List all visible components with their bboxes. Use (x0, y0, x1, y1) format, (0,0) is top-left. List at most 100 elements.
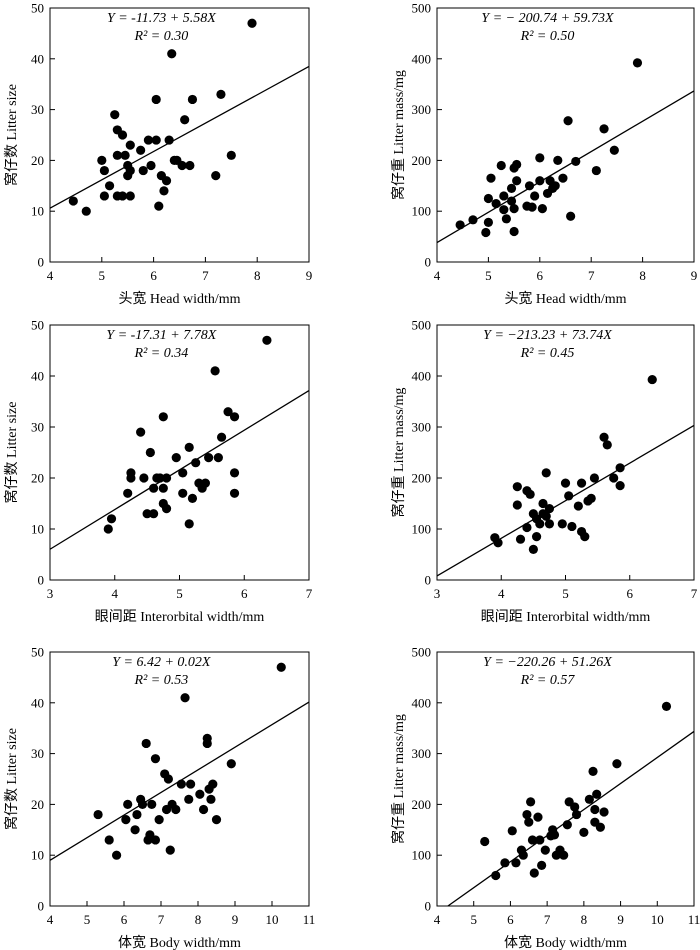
data-point (229, 488, 240, 498)
data-point (180, 693, 190, 703)
y-tick-label: 50 (31, 1, 44, 16)
x-tick-label: 9 (691, 268, 698, 283)
data-point (151, 94, 161, 105)
data-point (198, 804, 209, 815)
plot-frame (436, 651, 695, 907)
x-tick-label: 3 (47, 586, 54, 601)
data-point (117, 191, 128, 201)
data-point (580, 532, 590, 542)
y-axis-label: 窝仔数 Litter size (3, 402, 20, 504)
data-point (564, 491, 574, 501)
data-point (588, 766, 598, 776)
regression-equation: Y = -17.31 + 7.78X (106, 328, 216, 343)
regression-line (436, 424, 695, 577)
x-tick-label: 11 (303, 912, 316, 927)
data-point (511, 858, 521, 868)
data-point (615, 463, 625, 473)
x-tick-label: 11 (688, 912, 700, 927)
data-point (595, 822, 605, 832)
data-point (541, 468, 551, 478)
plot-frame (49, 324, 310, 581)
y-tick-label: 300 (412, 746, 432, 761)
data-point (530, 191, 540, 201)
data-point (550, 181, 560, 191)
plot-frame (49, 651, 310, 907)
data-point (145, 447, 155, 458)
data-point (483, 193, 493, 204)
data-point (146, 160, 156, 171)
data-point (103, 524, 113, 534)
x-tick-label: 6 (627, 586, 634, 601)
x-tick-label: 5 (176, 586, 183, 601)
data-point (522, 522, 532, 533)
data-point (496, 160, 506, 171)
y-axis-label: 窝仔重 Litter mass/mg (390, 714, 407, 844)
data-point (531, 532, 542, 542)
x-axis-label: 头宽 Head width/mm (504, 290, 626, 307)
x-tick-label: 8 (195, 912, 202, 927)
y-tick-label: 100 (412, 848, 432, 863)
data-point (150, 754, 161, 764)
data-point (187, 493, 198, 503)
data-point (186, 779, 196, 789)
r-squared-label: R² = 0.50 (520, 29, 575, 44)
r-squared-label: R² = 0.34 (134, 346, 189, 361)
data-point (139, 473, 149, 483)
data-point (216, 89, 226, 99)
y-tick-label: 200 (412, 471, 432, 486)
data-point (125, 140, 135, 150)
data-point (149, 509, 159, 519)
y-axis-label: 窝仔数 Litter size (3, 84, 20, 186)
regression-equation: Y = 6.42 + 0.02X (112, 655, 211, 670)
data-point (491, 870, 501, 881)
data-point (592, 789, 602, 799)
data-point (524, 817, 534, 827)
y-tick-label: 20 (31, 797, 44, 812)
data-point (518, 850, 528, 860)
regression-line (436, 90, 695, 244)
y-tick-label: 100 (412, 522, 432, 537)
y-tick-label: 100 (412, 204, 432, 219)
data-point (167, 49, 177, 59)
x-tick-label: 4 (47, 912, 54, 927)
data-point (112, 850, 122, 860)
data-point (204, 453, 214, 463)
data-point (541, 511, 551, 521)
data-point (154, 815, 164, 825)
x-tick-label: 7 (202, 268, 209, 283)
y-tick-label: 300 (412, 420, 432, 435)
data-point (609, 145, 619, 155)
data-point (99, 165, 109, 176)
y-tick-label: 0 (425, 255, 432, 270)
data-point (480, 836, 490, 847)
data-point (208, 779, 218, 789)
data-point (99, 191, 109, 201)
data-point (570, 802, 580, 812)
data-point (93, 809, 103, 820)
data-point (81, 206, 91, 216)
data-point (211, 815, 222, 825)
data-point (137, 799, 148, 810)
data-point (171, 453, 181, 463)
data-point (509, 226, 519, 237)
x-tick-label: 7 (544, 912, 551, 927)
data-point (184, 442, 194, 452)
data-point (202, 738, 212, 749)
data-point (612, 759, 622, 769)
data-point (481, 227, 491, 238)
regression-equation: Y = -11.73 + 5.58X (107, 11, 216, 26)
data-point (563, 116, 573, 126)
data-point (229, 468, 240, 478)
data-point (112, 150, 122, 160)
data-point (590, 804, 600, 815)
y-axis-label: 窝仔重 Litter mass/mg (390, 388, 407, 518)
data-point (226, 150, 236, 160)
data-point (142, 509, 152, 519)
data-point (599, 807, 609, 817)
data-point (559, 850, 569, 860)
plot-frame (436, 7, 695, 263)
data-point (213, 453, 223, 463)
data-point (178, 488, 188, 498)
data-point (562, 820, 572, 830)
data-point (136, 145, 146, 155)
